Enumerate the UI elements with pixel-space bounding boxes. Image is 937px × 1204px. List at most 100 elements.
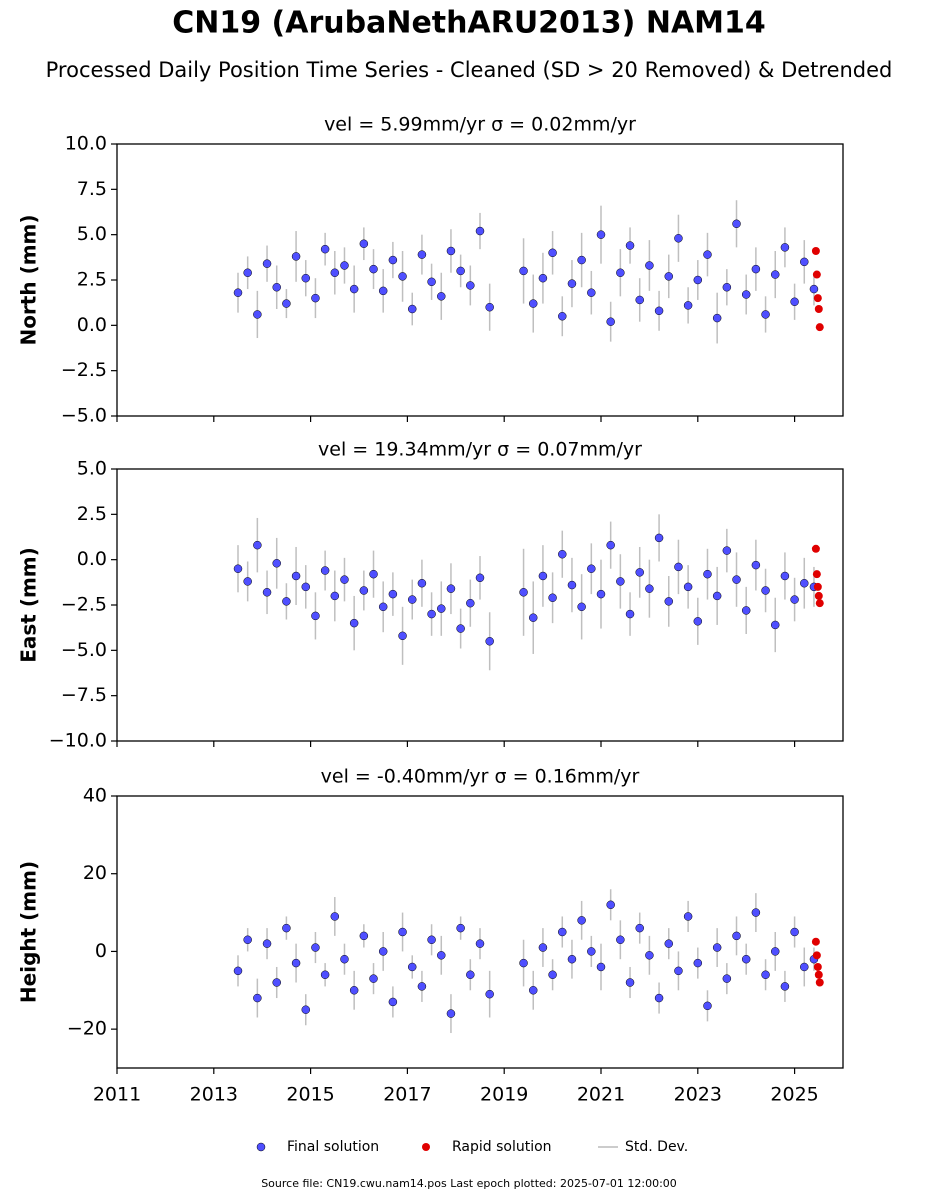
data-point (282, 299, 291, 308)
data-point (813, 582, 822, 591)
data-point (417, 250, 427, 259)
data-point (625, 978, 635, 987)
data-point (456, 923, 465, 933)
data-point (548, 970, 557, 979)
data-point (770, 620, 780, 630)
y-tick-label: 2.5 (77, 503, 107, 525)
data-point (712, 591, 722, 601)
data-point (814, 591, 823, 600)
data-point (587, 947, 596, 956)
plot-frame (116, 795, 844, 1069)
data-point (233, 564, 243, 573)
data-point (272, 559, 281, 568)
data-point (485, 637, 494, 646)
data-point (558, 312, 567, 321)
data-point (548, 248, 557, 258)
y-tick-label: 10.0 (65, 133, 107, 155)
data-point (398, 272, 407, 281)
data-point (693, 275, 703, 285)
data-point (616, 268, 625, 277)
data-point (811, 544, 820, 553)
y-tick-label: −5.0 (61, 639, 107, 661)
x-tick-label: 2015 (286, 1084, 334, 1106)
data-point (674, 234, 683, 243)
data-point (664, 597, 674, 606)
data-point (340, 575, 349, 584)
data-point (243, 268, 252, 277)
data-point (388, 255, 398, 265)
plot-area (233, 514, 824, 671)
data-point (812, 270, 821, 279)
data-point (587, 564, 596, 573)
data-point (272, 978, 281, 987)
data-point (812, 951, 821, 960)
y-tick-label: 0.0 (77, 548, 107, 570)
data-point (654, 306, 664, 316)
data-point (809, 284, 819, 294)
data-point (815, 323, 824, 332)
data-point (466, 281, 475, 290)
data-point (388, 997, 398, 1007)
data-point (712, 313, 722, 323)
data-point (243, 935, 252, 945)
y-tick-label: 2.5 (77, 269, 107, 291)
plot-area (233, 200, 824, 344)
data-point (466, 598, 475, 608)
data-point (301, 1005, 311, 1014)
data-point (427, 609, 436, 619)
data-point (800, 578, 809, 588)
data-point (596, 230, 606, 239)
data-point (407, 595, 417, 604)
x-tick-label: 2013 (190, 1084, 238, 1106)
data-point (813, 294, 822, 303)
data-point (301, 273, 311, 283)
data-point (703, 569, 712, 579)
data-point (722, 546, 732, 555)
data-point (369, 569, 378, 579)
data-point (770, 270, 780, 279)
data-point (722, 283, 732, 292)
data-point (814, 305, 823, 314)
data-point (528, 613, 538, 622)
marks (233, 200, 824, 344)
data-point (282, 597, 291, 606)
data-point (291, 958, 301, 968)
data-point (349, 986, 359, 995)
data-point (407, 304, 417, 314)
data-point (446, 246, 456, 256)
plot-area (233, 889, 824, 1034)
data-point (407, 962, 417, 972)
y-axis-label: East (mm) (17, 547, 41, 663)
plot-frame (116, 143, 844, 417)
data-point (378, 947, 388, 956)
data-point (272, 283, 281, 292)
data-point (519, 958, 528, 968)
data-point (751, 908, 761, 917)
y-tick-label: 5.0 (77, 223, 107, 245)
data-point (446, 1009, 456, 1018)
data-point (741, 290, 751, 299)
data-point (398, 631, 407, 641)
data-point (519, 588, 528, 597)
data-point (253, 540, 262, 550)
data-point (388, 589, 398, 599)
data-point (625, 609, 635, 619)
legend-label: Rapid solution (452, 1139, 552, 1155)
data-point (378, 602, 388, 612)
y-tick-label: 40 (83, 785, 107, 807)
data-point (538, 943, 548, 952)
data-point (722, 974, 732, 983)
data-point (596, 589, 606, 599)
y-tick-label: −2.5 (61, 359, 107, 381)
data-point (732, 931, 741, 941)
data-point (398, 927, 407, 937)
data-point (320, 244, 330, 254)
data-point (417, 982, 427, 991)
data-point (732, 575, 741, 584)
y-axis-label: Height (mm) (17, 861, 41, 1003)
data-point (606, 900, 615, 910)
data-point (693, 958, 703, 968)
data-point (635, 295, 644, 305)
data-point (330, 912, 340, 921)
data-point (780, 243, 790, 252)
